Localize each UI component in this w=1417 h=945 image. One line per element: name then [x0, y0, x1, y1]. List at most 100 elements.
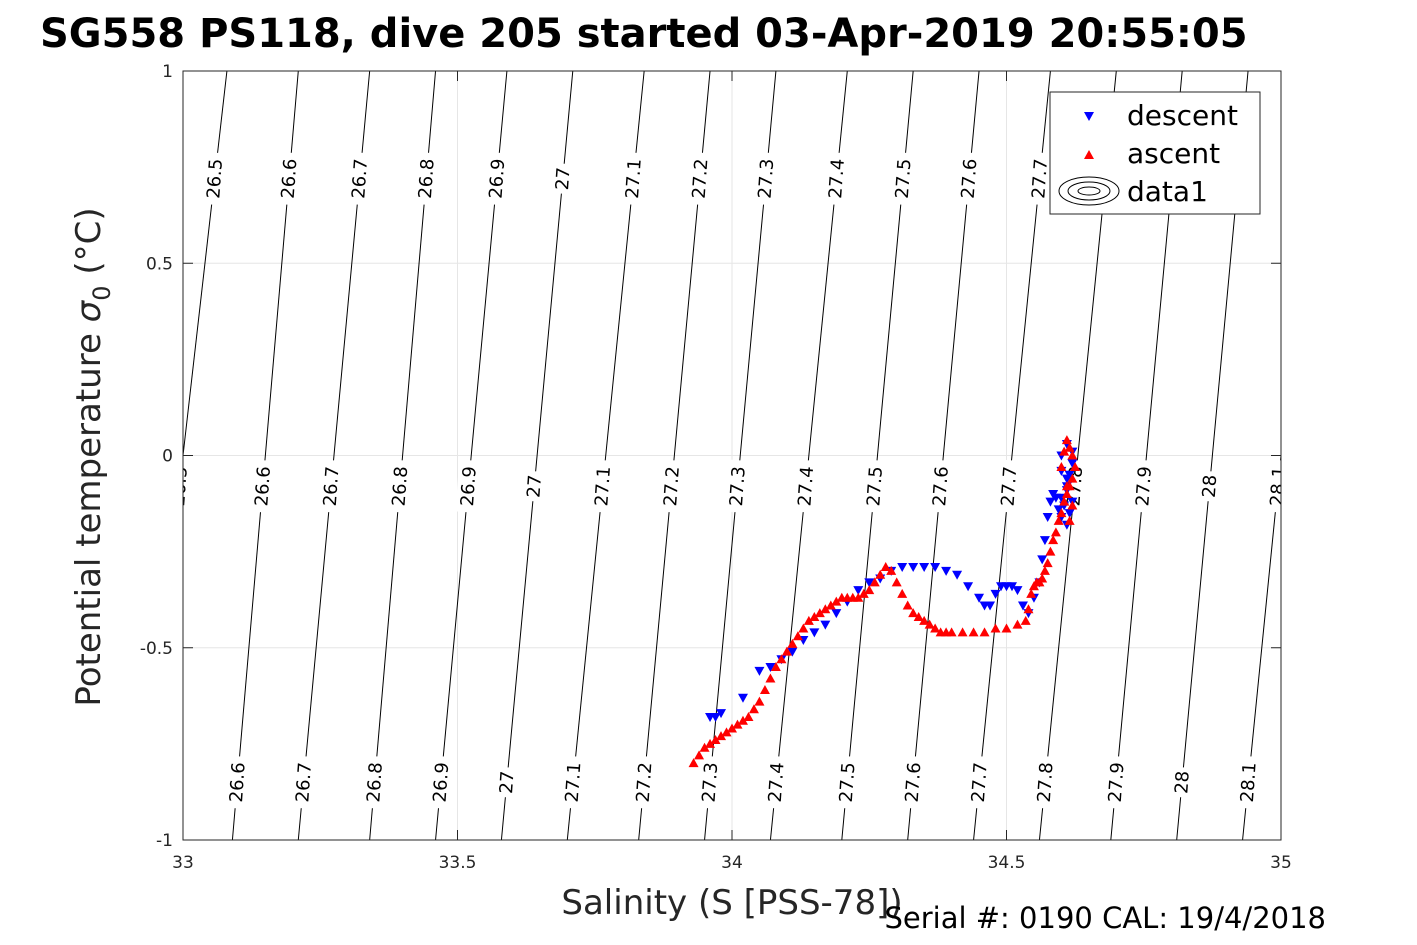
y-tick-label: 0.5: [146, 254, 173, 274]
contour-label-text: 27.5: [863, 466, 887, 507]
contour-label: 27: [522, 470, 547, 502]
contour-label-bg: [290, 755, 317, 810]
contour-label-text: 27.7: [968, 762, 992, 803]
isopycnal-line: [1242, 450, 1281, 840]
contour-label-bg: [1265, 459, 1281, 513]
contour-label: 26.7: [346, 151, 373, 206]
contour-label-bg: [484, 151, 510, 206]
contour-label: 27.3: [753, 151, 779, 206]
descent-point: [1039, 536, 1050, 546]
descent-point: [716, 709, 727, 719]
contour-label: 27.5: [861, 459, 888, 513]
contour-label-bg: [589, 459, 616, 513]
contour-label-text: 27.4: [825, 158, 849, 199]
ascent-point: [886, 565, 897, 575]
axis-ticks: 33 33.5 34 34.5 35 -1 -0.5 0 0.5 1: [140, 62, 1292, 873]
legend-contour-ring: [1077, 186, 1101, 196]
descent-point: [1061, 474, 1072, 484]
contour-label: 27.3: [697, 755, 723, 810]
x-tick-label: 33.5: [439, 853, 477, 873]
descent-point: [1017, 601, 1028, 611]
contour-label-bg: [276, 151, 302, 206]
ascent-point: [781, 646, 792, 656]
ascent-point: [853, 592, 864, 602]
ascent-point: [705, 738, 716, 748]
contour-label: 27.1: [560, 755, 586, 810]
contour-label: 26.8: [387, 459, 413, 513]
ascent-point: [880, 562, 891, 572]
contour-label-text: 27: [496, 770, 519, 794]
ascent-point: [759, 685, 770, 695]
ascent-point: [1067, 450, 1078, 460]
contour-label-bg: [900, 755, 926, 810]
contour-label-bg: [413, 151, 440, 206]
contour-label-bg: [1026, 151, 1053, 206]
contour-label-bg: [455, 459, 482, 513]
ascent-point: [809, 611, 820, 621]
contour-label-text: 26.6: [251, 466, 275, 507]
contour-label-text: 27.5: [892, 158, 916, 199]
legend-ascent-label: ascent: [1127, 137, 1220, 170]
contour-label-text: 28.1: [1237, 762, 1261, 803]
contour-label-bg: [1130, 459, 1157, 513]
contour-label: 27.3: [724, 459, 751, 513]
ascent-point: [798, 623, 809, 633]
contour-label: 26.5: [201, 151, 228, 206]
ascent-point: [776, 654, 787, 664]
y-tick-label: -1: [156, 831, 173, 851]
descent-point: [765, 662, 776, 672]
contour-label-text: 27.8: [1034, 762, 1058, 803]
descent-point: [737, 693, 748, 703]
contour-labels: 26.5 26.6 26.7 26.8 26.9 27 27.1 27.2 27.3 27.4 27…: [183, 151, 1291, 810]
x-tick-label: 33: [172, 853, 194, 873]
descent-point: [1045, 497, 1056, 507]
ascent-point: [930, 623, 941, 633]
contour-label-bg: [927, 459, 954, 513]
legend-data1-label: data1: [1127, 175, 1208, 208]
contour-label-text: 27.9: [1105, 762, 1129, 803]
contour-label-bg: [183, 459, 193, 513]
contour-label: 27: [494, 766, 519, 799]
contour-label-text: 27: [552, 167, 575, 191]
contour-label-text: 26.8: [415, 158, 439, 199]
contour-label-text: 27.4: [765, 762, 789, 803]
contour-label: 27.9: [1103, 755, 1129, 810]
contour-label-text: 27.2: [633, 762, 657, 803]
contour-label-text: 28.1: [1267, 466, 1291, 507]
ascent-point: [1064, 442, 1075, 452]
ascent-point: [716, 731, 727, 741]
ascent-point: [1042, 558, 1053, 568]
ascent-point: [732, 719, 743, 729]
ascent-point: [831, 596, 842, 606]
descent-point: [930, 563, 941, 573]
chart-title: SG558 PS118, dive 205 started 03-Apr-201…: [40, 11, 1248, 57]
x-tick-label: 34: [721, 853, 743, 873]
contour-label-bg: [522, 470, 547, 502]
contour-label-text: 27: [523, 474, 546, 498]
ascent-point: [737, 715, 748, 725]
ascent-point: [1061, 488, 1072, 498]
ascent-point: [1037, 573, 1048, 583]
ascent-point: [897, 588, 908, 598]
ascent-point: [1056, 462, 1067, 472]
descent-point: [1006, 582, 1017, 592]
descent-point: [1064, 509, 1075, 519]
descent-point: [754, 666, 765, 676]
contour-label-text: 26.8: [363, 762, 387, 803]
contour-label-text: 26.9: [430, 762, 454, 803]
y-axis-label-sub: 0: [88, 285, 116, 300]
contour-label-text: 27.6: [958, 158, 982, 199]
ascent-point: [1050, 527, 1061, 537]
contour-label-bg: [1170, 766, 1195, 799]
contour-label-bg: [631, 755, 657, 810]
contour-label: 26.6: [224, 755, 251, 810]
contour-label-bg: [966, 755, 993, 810]
ascent-point: [858, 588, 869, 598]
descent-point: [908, 563, 919, 573]
contour-label-bg: [387, 459, 413, 513]
contour-label: 26.6: [276, 151, 302, 206]
contour-label-text: 27.3: [726, 466, 750, 507]
isopycnal-line: [500, 71, 574, 840]
ascent-point: [968, 627, 979, 637]
